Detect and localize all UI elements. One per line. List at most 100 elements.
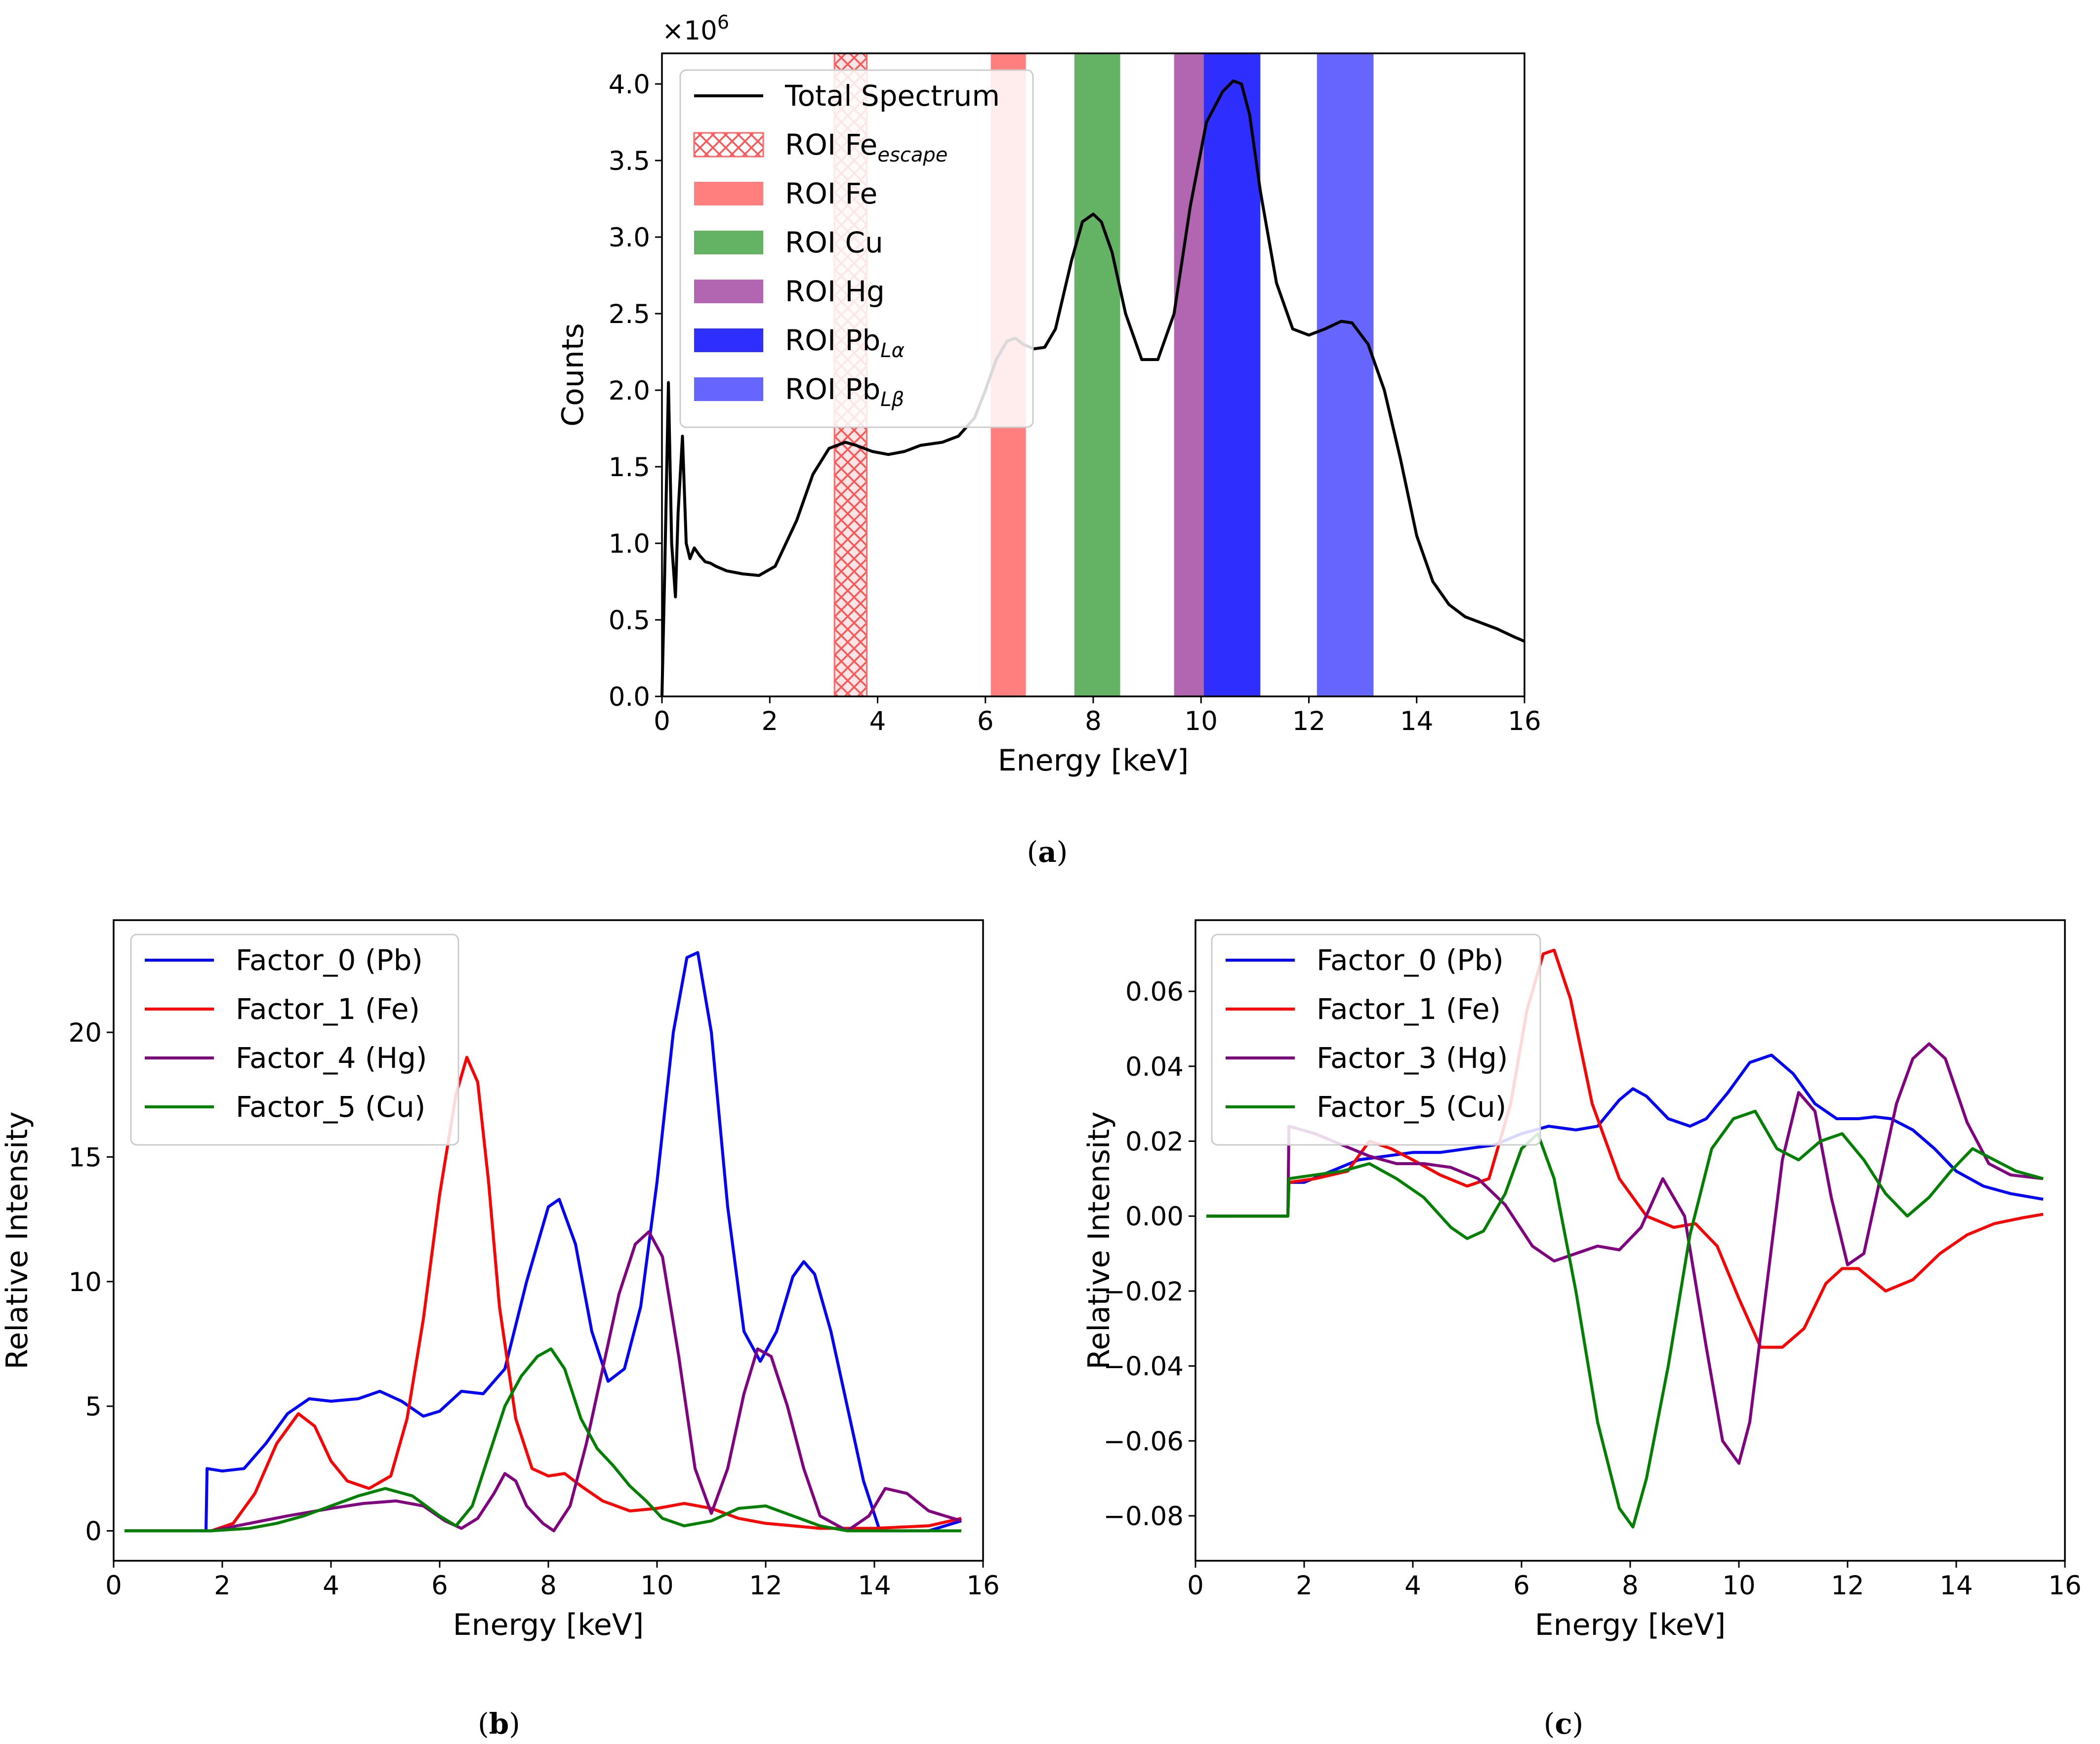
y-tick-label: 0.02 [1125,1127,1184,1157]
y-tick-label: 0.0 [609,682,650,712]
y-tick-label: 3.0 [609,223,650,253]
y-tick-label: 2.0 [609,376,650,406]
panel-a-x-ticks: 0 2 4 6 8 10 12 14 16 [654,696,1541,736]
legend-box [679,69,1034,428]
x-tick-label: 12 [749,1571,782,1601]
y-tick-label: 1.0 [609,529,650,559]
legend-entry-label: ROI Hg [785,275,885,308]
y-tick-label: 3.5 [609,146,650,176]
x-tick-label: 6 [431,1571,448,1601]
y-tick-label: 10 [69,1267,102,1298]
legend-entry-label: ROI Cu [785,226,883,259]
series-line-total-spectrum [660,79,1525,697]
panel-b-series [124,951,962,1533]
legend-patch-handle [694,328,763,352]
x-tick-label: 2 [761,706,778,736]
legend-entry-label: Factor_5 (Cu) [1317,1090,1506,1124]
x-tick-label: 0 [105,1571,122,1601]
legend-box [130,933,459,1146]
x-tick-label: 4 [323,1571,339,1601]
x-tick-label: 16 [966,1571,999,1601]
panel-a-total-spectrum: 0 2 4 6 8 10 12 14 16 0.0 0.5 1.0 1.5 2.0 2.5 3.0 3.5 4.… [556,11,1541,869]
roi-band-3 [1174,53,1204,696]
x-tick-label: 16 [1508,706,1541,736]
offset-exponent: 6 [717,11,729,33]
legend-entry-label: Factor_4 (Hg) [236,1041,427,1075]
panel-a-y-ticks: 0.0 0.5 1.0 1.5 2.0 2.5 3.0 3.5 4.0 [609,70,662,712]
y-tick-label: −0.02 [1104,1277,1184,1307]
legend-entry-label: Factor_3 (Hg) [1317,1041,1508,1075]
series-line-factor-1-fe- [1206,948,2044,1349]
y-tick-label: 15 [69,1142,102,1173]
y-tick-label: 0.5 [609,606,650,636]
panel-b-y-ticks: 0 5 10 15 20 [69,1018,114,1546]
y-tick-label: −0.04 [1104,1352,1184,1382]
panel-b-x-axis-label: Energy [keV] [453,1608,644,1642]
x-tick-label: 12 [1292,706,1325,736]
series-line-factor-5-cu- [124,1347,961,1533]
panel-a-y-axis-label: Counts [556,323,590,426]
x-tick-label: 0 [1187,1571,1204,1601]
y-tick-label: 0.04 [1125,1052,1184,1082]
panel-c-caption: (c) [1544,1707,1584,1741]
roi-band-4 [1203,53,1261,696]
panel-a-series [660,79,1525,697]
y-tick-label: 2.5 [609,299,650,329]
legend-patch-handle [694,377,763,401]
x-tick-label: 4 [869,706,886,736]
legend-entry-label: Factor_1 (Fe) [1317,992,1501,1026]
panel-c-series [1206,948,2044,1529]
legend-entry-label: Total Spectrum [784,79,1000,113]
x-tick-label: 14 [858,1571,891,1601]
series-line-factor-4-hg- [124,1230,962,1533]
x-tick-label: 0 [654,706,670,736]
x-tick-label: 8 [540,1571,557,1601]
legend-patch-handle [694,182,763,205]
panel-a-caption: (a) [1027,835,1068,869]
x-tick-label: 10 [1722,1571,1755,1601]
y-tick-label: 0.00 [1125,1202,1184,1232]
offset-base: ×10 [662,16,717,46]
y-tick-label: 20 [69,1018,102,1048]
panel-b-legend: Factor_0 (Pb) Factor_1 (Fe) Factor_4 (Hg) F… [130,933,459,1146]
roi-band-5 [1317,53,1374,696]
panel-a-y-offset-multiplier: ×106 [662,11,729,46]
x-tick-label: 8 [1622,1571,1639,1601]
panel-c-y-axis-label: Relative Intensity [1082,1111,1116,1369]
x-tick-label: 10 [640,1571,673,1601]
x-tick-label: 4 [1404,1571,1421,1601]
series-line-factor-5-cu- [1206,1109,2044,1529]
panel-c-factors: 0 2 4 6 8 10 12 14 16 −0.08 −0.06 −0.04 −0.02 0.00 0.… [1082,919,2082,1741]
panel-c-legend: Factor_0 (Pb) Factor_1 (Fe) Factor_3 (Hg) F… [1211,933,1541,1146]
legend-hatch-handle [693,132,764,158]
legend-entry-subscript: Lα [880,339,905,362]
series-line-factor-3-hg- [1206,1042,2044,1465]
series-line-factor-0-pb- [1206,1054,2044,1218]
series-line-factor-1-fe- [124,1055,962,1533]
x-tick-label: 14 [1939,1571,1973,1601]
x-tick-label: 10 [1185,706,1218,736]
panel-b-caption-letter: b [489,1707,509,1741]
x-tick-label: 16 [2048,1571,2081,1601]
y-tick-label: 5 [85,1392,102,1422]
panel-b-x-ticks: 0 2 4 6 8 10 12 14 16 [105,1561,1000,1601]
x-tick-label: 12 [1831,1571,1864,1601]
panel-c-caption-letter: c [1555,1707,1572,1741]
legend-entry-label: Factor_1 (Fe) [236,992,420,1026]
y-tick-label: 1.5 [609,452,650,483]
legend-entry-label: Factor_0 (Pb) [1317,943,1504,977]
series-line-factor-0-pb- [124,951,962,1533]
legend-patch-handle [694,280,763,303]
roi-band-2 [1074,53,1120,696]
x-tick-label: 8 [1085,706,1102,736]
x-tick-label: 6 [977,706,994,736]
y-tick-label: 0.06 [1125,977,1184,1007]
panel-a-x-axis-label: Energy [keV] [998,743,1189,778]
y-tick-label: −0.08 [1104,1501,1184,1532]
legend-patch-handle [694,231,763,254]
legend-entry-label: ROI Fe [785,177,877,210]
panel-c-x-axis-label: Energy [keV] [1535,1608,1726,1642]
panel-b-factors: 0 2 4 6 8 10 12 14 16 0 5 10 15 20 Energy [keV] Rela… [0,919,1000,1741]
